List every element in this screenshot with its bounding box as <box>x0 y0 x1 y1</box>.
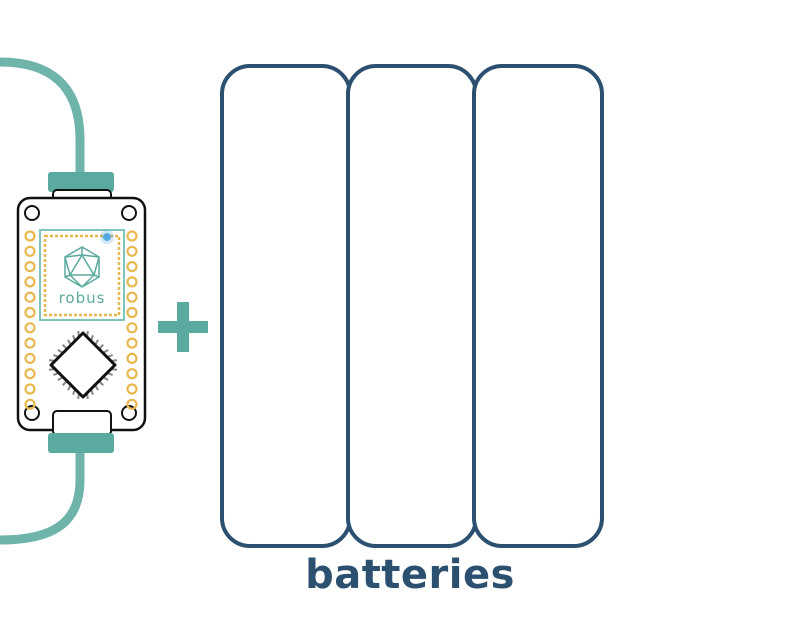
pin-pad <box>24 291 36 303</box>
pin-pad <box>126 337 138 349</box>
battery-pack <box>220 64 604 548</box>
left-pin-pads <box>24 230 36 410</box>
pin-pad <box>126 245 138 257</box>
pin-pad <box>126 276 138 288</box>
battery-cell <box>346 64 478 548</box>
pin-pad <box>24 398 36 410</box>
top-cable <box>0 57 85 183</box>
bottom-connector <box>48 410 114 453</box>
pin-pad <box>126 230 138 242</box>
pin-pad <box>126 322 138 334</box>
right-pin-pads <box>126 230 138 410</box>
plus-icon <box>158 302 208 352</box>
pin-pad <box>24 352 36 364</box>
pin-pad <box>24 276 36 288</box>
pin-pad <box>126 291 138 303</box>
mount-hole <box>121 405 137 421</box>
mount-hole <box>121 205 137 221</box>
logo-module-pads <box>43 234 121 317</box>
pin-pad <box>126 306 138 319</box>
logo-module-frame <box>39 229 125 321</box>
pin-pad <box>24 322 36 334</box>
robus-board: robus <box>16 196 147 432</box>
pin-pad <box>126 352 138 364</box>
mount-hole <box>24 405 40 421</box>
pin-pad <box>24 383 36 395</box>
pin-pad <box>24 306 36 319</box>
board-logo-text: robus <box>59 289 106 307</box>
mount-hole <box>24 205 40 221</box>
status-led <box>103 233 111 241</box>
pin-pad <box>24 230 36 242</box>
pin-pad <box>24 245 36 257</box>
pin-pad <box>126 398 138 410</box>
batteries-label: batteries <box>305 552 515 598</box>
pin-pad <box>126 383 138 395</box>
battery-cell <box>472 64 604 548</box>
icosahedron-icon <box>64 246 100 288</box>
microcontroller-chip <box>48 330 118 400</box>
bottom-cable <box>0 445 85 545</box>
pin-pad <box>126 368 138 380</box>
pin-pad <box>24 261 36 273</box>
pin-pad <box>126 261 138 273</box>
battery-cell <box>220 64 352 548</box>
pin-pad <box>24 368 36 380</box>
pin-pad <box>24 337 36 349</box>
